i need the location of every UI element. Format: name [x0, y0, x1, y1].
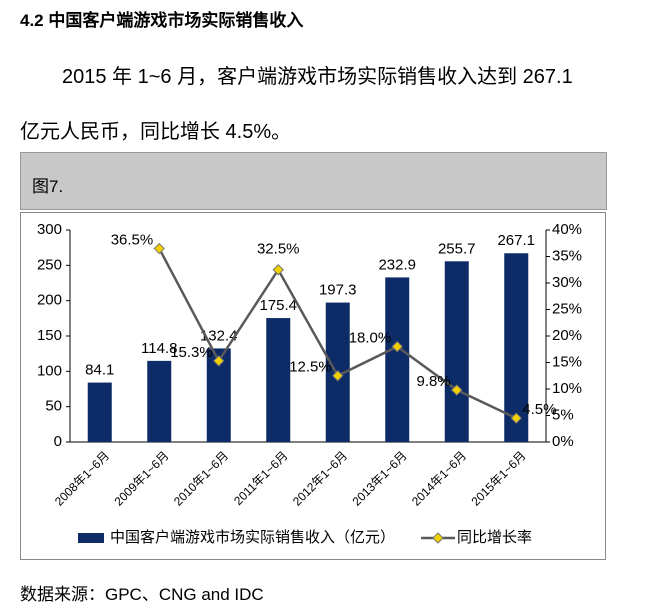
y-tick-label: 50 — [45, 398, 62, 415]
figure-label: 图7. — [32, 177, 64, 196]
paragraph-line: 亿元人民币，同比增长 4.5%。 — [20, 121, 292, 143]
line-value-label: 12.5% — [289, 359, 332, 376]
legend-swatch — [78, 533, 104, 543]
bar — [385, 277, 410, 442]
line-value-label: 9.8% — [417, 373, 451, 390]
heading: 4.2 中国客户端游戏市场实际销售收入 — [20, 11, 304, 30]
legend-label: 同比增长率 — [457, 529, 532, 546]
bar — [504, 253, 529, 442]
line-value-label: 32.5% — [257, 241, 300, 258]
bar-value-label: 84.1 — [85, 362, 114, 379]
y2-tick-label: 25% — [552, 300, 582, 317]
bar-value-label: 197.3 — [319, 282, 357, 299]
line-value-label: 15.3% — [170, 344, 213, 361]
legend-label: 中国客户端游戏市场实际销售收入（亿元） — [110, 529, 395, 546]
bar — [87, 382, 112, 442]
bar — [266, 318, 291, 442]
y2-tick-label: 0% — [552, 433, 574, 450]
y2-tick-label: 35% — [552, 247, 582, 264]
y2-tick-label: 10% — [552, 380, 582, 397]
y-tick-label: 100 — [37, 362, 62, 379]
figure-header — [20, 152, 607, 210]
marker — [391, 340, 403, 353]
line-value-label: 36.5% — [111, 232, 154, 249]
bar-value-label: 255.7 — [438, 240, 476, 257]
bar-value-label: 132.4 — [200, 327, 238, 344]
paragraph-line: 2015 年 1~6 月，客户端游戏市场实际销售收入达到 267.1 — [62, 66, 573, 88]
line-value-label: 4.5% — [522, 401, 556, 418]
bar-value-label: 175.4 — [259, 297, 297, 314]
bar-value-label: 232.9 — [378, 256, 416, 273]
marker — [451, 384, 463, 396]
bar — [147, 360, 172, 442]
y-tick-label: 0 — [54, 433, 62, 450]
bar-value-label: 114.8 — [141, 340, 177, 357]
y2-tick-label: 15% — [552, 353, 582, 370]
bar — [444, 261, 469, 442]
y2-tick-label: 30% — [552, 274, 582, 291]
y2-tick-label: 40% — [552, 221, 582, 238]
marker — [153, 242, 165, 255]
y-tick-label: 250 — [37, 256, 62, 273]
y-tick-label: 200 — [37, 292, 62, 309]
line-value-label: 18.0% — [349, 330, 392, 347]
marker — [213, 355, 225, 367]
chart: 0 50 100 150 200 250 300 0% 5% 10% 15% 20% 25% 30% 35%… — [20, 212, 606, 560]
y2-tick-label: 5% — [552, 406, 574, 423]
source: 数据来源：GPC、CNG and IDC — [20, 585, 264, 604]
y-tick-label: 300 — [37, 221, 62, 238]
legend-marker — [432, 532, 444, 544]
bar-value-label: 267.1 — [497, 232, 535, 249]
marker — [332, 370, 344, 382]
y2-tick-label: 20% — [552, 327, 582, 344]
y-tick-label: 150 — [37, 327, 62, 344]
marker — [510, 412, 522, 424]
marker — [272, 264, 284, 276]
